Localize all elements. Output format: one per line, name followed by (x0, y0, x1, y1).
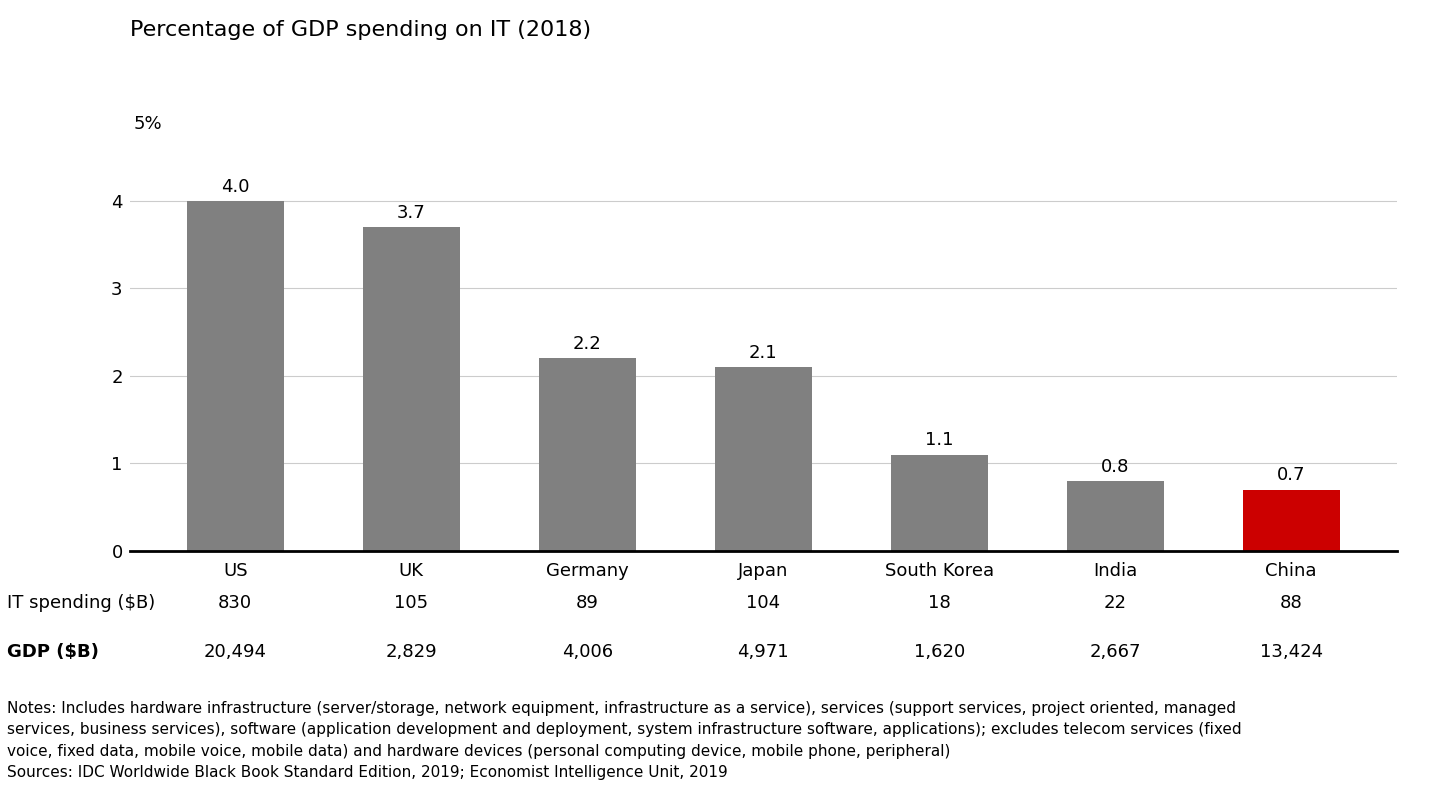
Text: 0.8: 0.8 (1102, 458, 1129, 475)
Text: 4.0: 4.0 (220, 177, 249, 196)
Text: 105: 105 (395, 595, 428, 612)
Text: 22: 22 (1103, 595, 1126, 612)
Text: GDP ($B): GDP ($B) (7, 643, 99, 661)
Bar (187, 201, 284, 551)
Text: 5%: 5% (132, 115, 161, 133)
Text: 2,829: 2,829 (386, 643, 436, 661)
Bar (1067, 481, 1164, 551)
Text: 1,620: 1,620 (913, 643, 965, 661)
Text: Percentage of GDP spending on IT (2018): Percentage of GDP spending on IT (2018) (130, 20, 590, 40)
Text: 4,971: 4,971 (737, 643, 789, 661)
Text: 2.2: 2.2 (573, 335, 602, 353)
Text: Notes: Includes hardware infrastructure (server/storage, network equipment, infr: Notes: Includes hardware infrastructure … (7, 701, 1241, 781)
Text: 18: 18 (927, 595, 950, 612)
Text: 3.7: 3.7 (397, 204, 426, 222)
Text: 2.1: 2.1 (749, 343, 778, 362)
Text: 830: 830 (217, 595, 252, 612)
Bar (1243, 489, 1339, 551)
Bar (714, 367, 812, 551)
Bar (539, 358, 635, 551)
Text: 2,667: 2,667 (1090, 643, 1140, 661)
Text: 20,494: 20,494 (203, 643, 266, 661)
Text: 104: 104 (746, 595, 780, 612)
Bar (891, 454, 988, 551)
Text: 88: 88 (1280, 595, 1303, 612)
Text: 1.1: 1.1 (924, 431, 953, 450)
Text: IT spending ($B): IT spending ($B) (7, 595, 156, 612)
Bar (363, 227, 459, 551)
Text: 4,006: 4,006 (562, 643, 613, 661)
Text: 89: 89 (576, 595, 599, 612)
Text: 0.7: 0.7 (1277, 467, 1306, 484)
Text: 13,424: 13,424 (1260, 643, 1323, 661)
